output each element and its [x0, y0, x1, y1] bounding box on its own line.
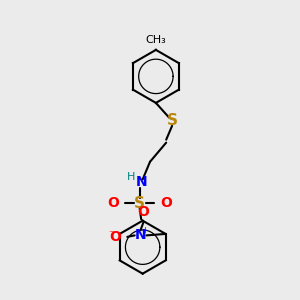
- Text: S: S: [167, 113, 178, 128]
- Text: O: O: [160, 196, 172, 210]
- Text: +: +: [142, 226, 148, 235]
- Text: ⁻: ⁻: [108, 230, 114, 239]
- Text: N: N: [135, 176, 147, 189]
- Text: H: H: [127, 172, 136, 182]
- Text: O: O: [138, 205, 149, 219]
- Text: N: N: [135, 228, 146, 242]
- Text: S: S: [134, 196, 145, 211]
- Text: CH₃: CH₃: [146, 35, 166, 46]
- Text: O: O: [110, 230, 122, 244]
- Text: O: O: [107, 196, 119, 210]
